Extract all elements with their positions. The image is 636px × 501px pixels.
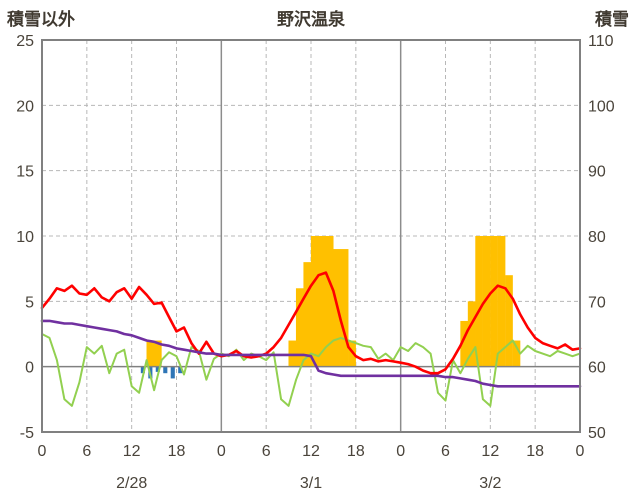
svg-text:10: 10 (16, 229, 34, 246)
x-axis-ticks: 0 6 12 18 0 6 12 18 0 6 12 18 0 (38, 443, 585, 460)
svg-text:100: 100 (588, 98, 615, 115)
red-line (40, 271, 582, 375)
svg-text:60: 60 (588, 360, 606, 377)
svg-text:15: 15 (16, 164, 34, 181)
svg-text:25: 25 (16, 33, 34, 50)
svg-text:18: 18 (168, 443, 186, 460)
day-labels: 2/28 3/1 3/2 (116, 475, 501, 492)
svg-text:6: 6 (262, 443, 271, 460)
svg-text:0: 0 (217, 443, 226, 460)
right-axis-ticks: 110 100 90 80 70 60 50 (588, 33, 615, 442)
svg-text:0: 0 (396, 443, 405, 460)
left-axis-ticks: 25 20 15 10 5 0 -5 (16, 33, 34, 442)
orange-bars (146, 236, 521, 367)
svg-text:-5: -5 (20, 425, 34, 442)
svg-text:6: 6 (441, 443, 450, 460)
plot-frame (41, 39, 581, 433)
svg-text:12: 12 (123, 443, 141, 460)
svg-text:90: 90 (588, 164, 606, 181)
svg-text:80: 80 (588, 229, 606, 246)
svg-text:12: 12 (481, 443, 499, 460)
svg-text:0: 0 (38, 443, 47, 460)
purple-line (40, 319, 582, 388)
left-axis-title: 積雪以外 (7, 10, 75, 29)
svg-text:12: 12 (302, 443, 320, 460)
svg-text:20: 20 (16, 98, 34, 115)
svg-text:70: 70 (588, 294, 606, 311)
chart-title: 野沢温泉 (277, 10, 345, 29)
svg-text:3/2: 3/2 (479, 475, 501, 492)
svg-text:2/28: 2/28 (116, 475, 147, 492)
svg-text:0: 0 (576, 443, 585, 460)
svg-text:0: 0 (25, 360, 34, 377)
svg-text:3/1: 3/1 (300, 475, 322, 492)
svg-text:18: 18 (526, 443, 544, 460)
svg-text:5: 5 (25, 294, 34, 311)
svg-text:50: 50 (588, 425, 606, 442)
svg-text:6: 6 (82, 443, 91, 460)
green-line (41, 333, 581, 407)
right-axis-title: 積雪 (595, 10, 629, 29)
svg-text:110: 110 (588, 33, 614, 50)
svg-text:18: 18 (347, 443, 365, 460)
